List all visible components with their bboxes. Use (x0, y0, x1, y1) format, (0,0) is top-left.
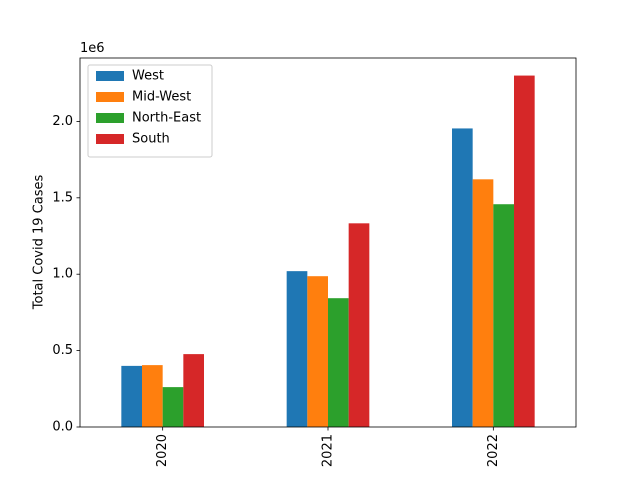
bar (307, 276, 328, 427)
legend-label: Mid-West (132, 90, 191, 105)
x-tick-label: 2020 (155, 434, 170, 467)
legend-swatch (96, 134, 124, 144)
bar (162, 387, 184, 427)
bar (183, 354, 204, 427)
legend: West Mid-West North-East South (87, 64, 213, 158)
legend-swatch (96, 113, 124, 123)
bar (514, 75, 535, 428)
bar (472, 179, 494, 427)
bar (348, 223, 370, 427)
bar (452, 128, 473, 427)
legend-label: North-East (132, 111, 201, 126)
legend-label: West (132, 69, 164, 84)
y-tick-label: 1.0 (52, 267, 73, 282)
y-offset-text: 1e6 (80, 41, 105, 56)
bar (142, 365, 163, 427)
legend-label: South (132, 132, 170, 147)
bar (121, 365, 142, 427)
y-tick-label: 1.5 (52, 190, 73, 205)
y-axis-label: Total Covid 19 Cases (32, 175, 47, 311)
y-tick-label: 2.0 (52, 114, 73, 129)
bar (493, 204, 514, 427)
x-tick-label: 2021 (321, 434, 336, 467)
legend-swatch (96, 71, 124, 81)
x-tick-label: 2022 (486, 434, 501, 467)
bar (328, 298, 349, 427)
y-tick-label: 0.5 (52, 343, 73, 358)
bar (286, 271, 308, 427)
y-tick-label: 0.0 (52, 420, 73, 435)
plot-frame (79, 57, 577, 428)
legend-swatch (96, 92, 124, 102)
